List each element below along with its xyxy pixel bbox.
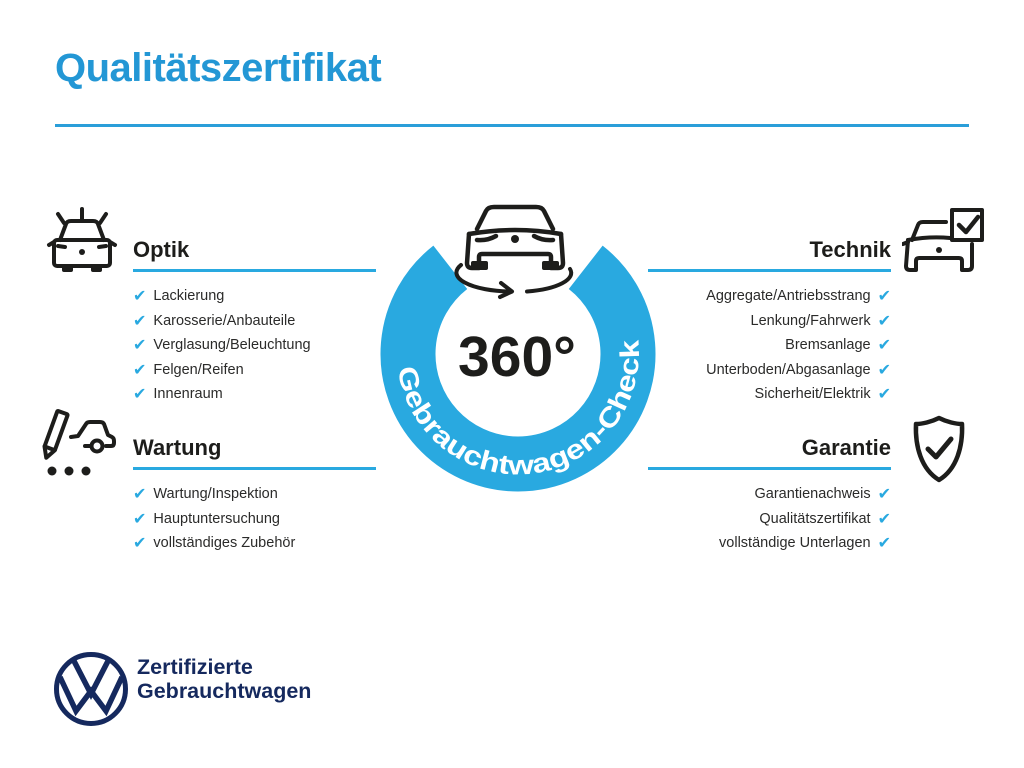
check-icon: ✔ [133,335,147,355]
car-shine-icon [47,207,117,272]
section-technik: Technik Aggregate/Antriebsstrang ✔ Lenkun… [648,236,891,407]
section-garantie: Garantie Garantienachweis ✔ Qualitätszert… [648,434,891,556]
checklist-item-label: Bremsanlage [785,337,871,354]
checklist-item: ✔ Hauptuntersuchung [133,507,376,532]
checklist-item: ✔ Felgen/Reifen [133,358,376,383]
brand-claim-line2: Gebrauchtwagen [137,679,312,703]
checklist-wartung: ✔ Wartung/Inspektion ✔ Hauptuntersuchung ✔… [133,482,376,556]
check-icon: ✔ [877,533,891,553]
checklist-item: ✔ Karosserie/Anbauteile [133,309,376,334]
checklist-item: Aggregate/Antriebsstrang ✔ [648,284,891,309]
checklist-item: Garantienachweis ✔ [648,482,891,507]
checklist-item-label: Unterboden/Abgasanlage [706,361,871,378]
checklist-item-label: vollständiges Zubehör [153,535,296,552]
checklist-item-label: Lackierung [153,288,225,305]
checklist-item: ✔ Lackierung [133,284,376,309]
check-icon: ✔ [133,286,147,306]
checklist-item-label: Innenraum [153,386,223,403]
checklist-item: ✔ Verglasung/Beleuchtung [133,333,376,358]
checklist-item-label: Karosserie/Anbauteile [153,312,296,329]
degree-value: 360° [458,325,576,389]
car-360-icon [454,204,574,299]
checklist-garantie: Garantienachweis ✔ Qualitätszertifikat ✔ v… [648,482,891,556]
section-divider [133,467,376,470]
checklist-item-label: Hauptuntersuchung [153,510,280,527]
section-divider [648,467,891,470]
checklist-item-label: Lenkung/Fahrwerk [750,312,871,329]
section-optik: Optik ✔ Lackierung ✔ Karosserie/Anbauteile… [133,236,376,407]
title-divider [55,124,969,127]
pencil-car-icon [42,409,116,476]
shield-check-icon [913,415,965,483]
check-icon: ✔ [877,384,891,404]
checklist-item: Lenkung/Fahrwerk ✔ [648,309,892,334]
check-icon: ✔ [133,310,147,330]
check-icon: ✔ [877,359,891,379]
checklist-item-label: vollständige Unterlagen [719,535,871,552]
checklist-item-label: Garantienachweis [754,486,871,503]
section-title-garantie: Garantie [801,435,891,460]
checklist-item-label: Sicherheit/Elektrik [754,386,871,403]
section-divider [648,269,891,272]
check-icon: ✔ [133,484,147,504]
brand-claim: Zertifizierte Gebrauchtwagen [137,655,311,703]
check-icon: ✔ [133,359,147,379]
checklist-item: Bremsanlage ✔ [648,333,891,358]
checklist-item-label: Felgen/Reifen [153,361,244,378]
checklist-item: ✔ Wartung/Inspektion [133,482,376,507]
section-divider [133,269,376,272]
checklist-item: ✔ Innenraum [133,382,376,407]
page-title: Qualitätszertifikat [55,46,382,90]
check-icon: ✔ [133,384,147,404]
check-icon: ✔ [877,508,891,528]
checklist-item: Sicherheit/Elektrik ✔ [648,382,891,407]
checklist-optik: ✔ Lackierung ✔ Karosserie/Anbauteile ✔ Verg… [133,284,376,407]
check-icon: ✔ [877,335,891,355]
car-checkbox-icon [902,208,984,272]
brand-claim-line1: Zertifizierte [137,655,253,679]
section-title-wartung: Wartung [133,435,222,460]
section-wartung: Wartung ✔ Wartung/Inspektion ✔ Hauptunters… [133,434,376,556]
check-icon: ✔ [877,286,891,306]
checklist-item-label: Wartung/Inspektion [153,486,278,503]
checklist-item-label: Qualitätszertifikat [759,510,871,527]
checklist-technik: Aggregate/Antriebsstrang ✔ Lenkung/Fahrwe… [648,284,891,407]
checklist-item-label: Aggregate/Antriebsstrang [706,288,871,305]
checklist-item: ✔ vollständiges Zubehör [133,531,376,556]
checklist-item: Unterboden/Abgasanlage ✔ [648,358,891,383]
check-icon: ✔ [133,533,147,553]
section-title-optik: Optik [133,237,190,262]
check-icon: ✔ [877,310,891,330]
checklist-item: vollständige Unterlagen ✔ [648,531,891,556]
checklist-item-label: Verglasung/Beleuchtung [153,337,311,354]
check-icon: ✔ [133,508,147,528]
360-check-graphic: Gebrauchtwagen-Check 360° [380,204,656,492]
check-icon: ✔ [877,484,891,504]
ring [380,245,656,492]
vw-logo [54,652,128,726]
checklist-item: Qualitätszertifikat ✔ [648,507,891,532]
section-title-technik: Technik [809,237,891,262]
